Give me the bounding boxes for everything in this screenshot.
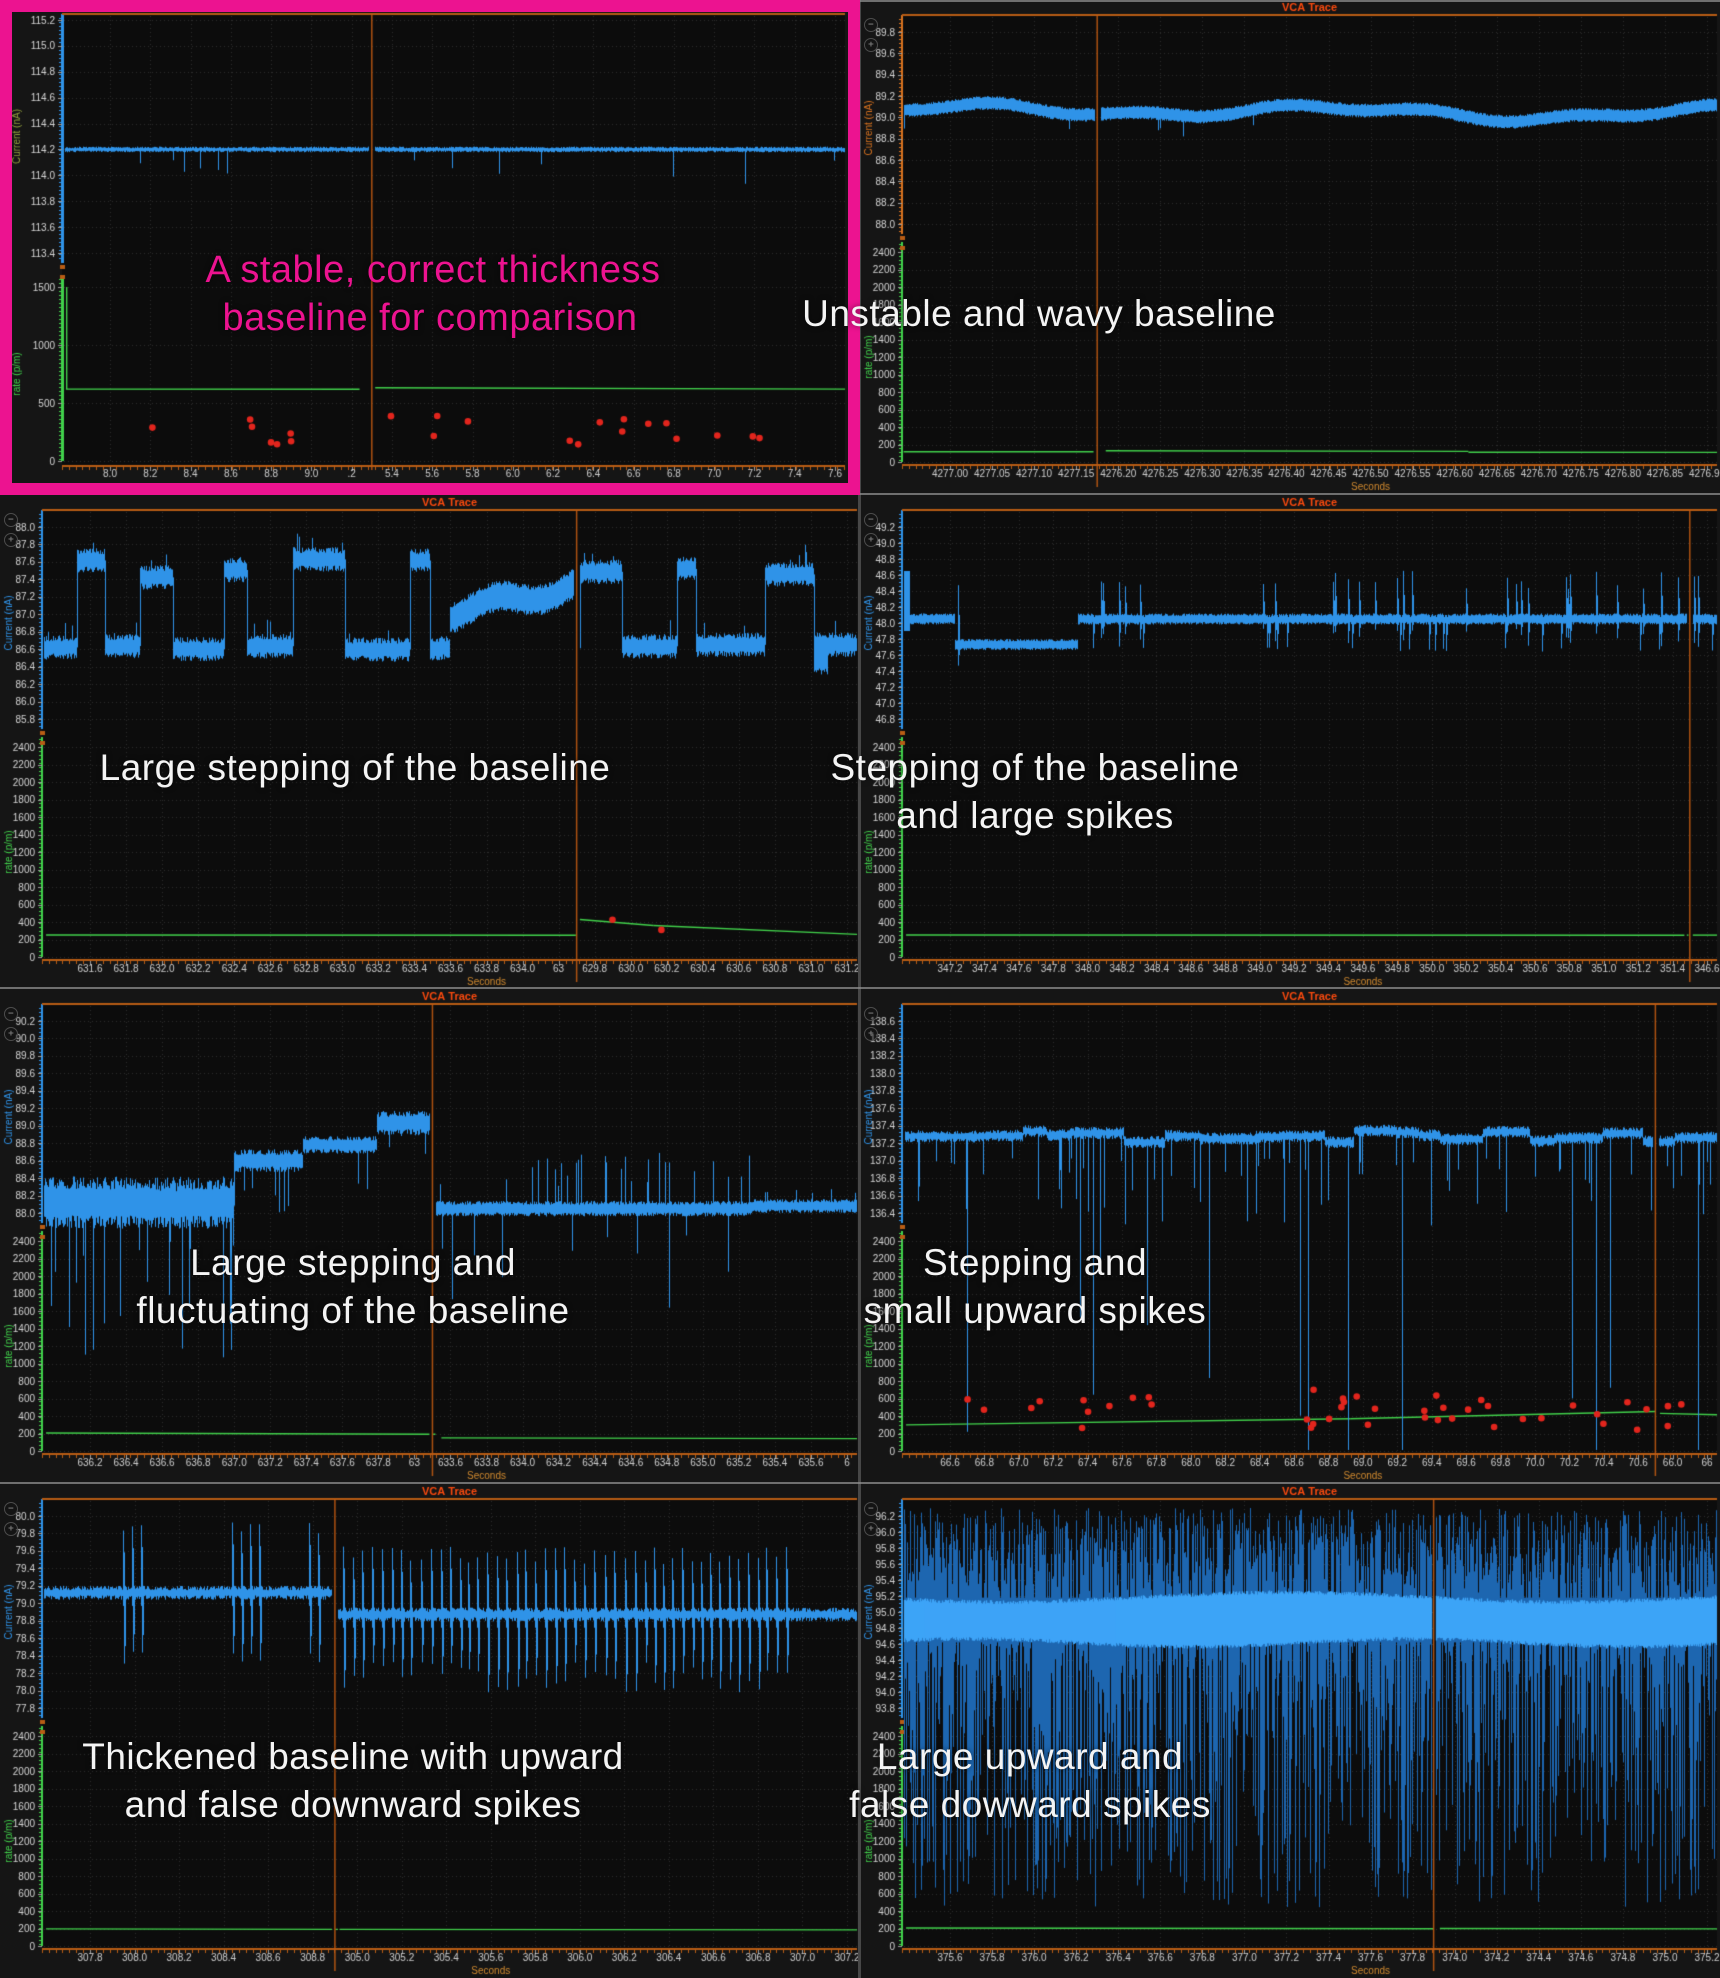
large-upward-false-downward-chart: [860, 1483, 1720, 1978]
stepping-large-spikes-chart: [860, 494, 1720, 989]
panel-large-stepping: − +: [0, 494, 860, 989]
small-upward-spikes-chart: [860, 989, 1720, 1483]
zoom-out-icon[interactable]: −: [864, 1007, 878, 1021]
stable-baseline-chart: [0, 0, 860, 494]
zoom-out-icon[interactable]: −: [4, 1007, 18, 1021]
panel-stable-baseline: [0, 0, 860, 495]
zoom-in-icon[interactable]: +: [864, 1521, 878, 1536]
zoom-out-icon[interactable]: −: [864, 512, 878, 527]
row-separator: [0, 0, 1720, 2]
zoom-out-icon[interactable]: −: [4, 512, 18, 527]
zoom-out-icon[interactable]: −: [4, 1501, 18, 1516]
row-separator: [0, 1482, 1720, 1484]
zoom-out-icon[interactable]: −: [864, 1501, 878, 1516]
zoom-in-icon[interactable]: +: [4, 1521, 18, 1536]
panel-thickened-baseline: − +: [0, 1483, 860, 1978]
zoom-in-icon[interactable]: +: [4, 1027, 18, 1041]
panel-small-upward-spikes: − +: [860, 989, 1720, 1484]
zoom-in-icon[interactable]: +: [4, 532, 18, 547]
zoom-in-icon[interactable]: +: [864, 1027, 878, 1041]
unstable-wavy-chart: [860, 0, 1720, 494]
panel-large-upward-false-downward: − +: [860, 1483, 1720, 1978]
row-separator: [0, 493, 1720, 495]
stepping-fluctuating-chart: [0, 989, 860, 1483]
thickened-baseline-chart: [0, 1483, 860, 1978]
zoom-out-icon[interactable]: −: [864, 18, 878, 32]
zoom-in-icon[interactable]: +: [864, 38, 878, 52]
zoom-in-icon[interactable]: +: [864, 532, 878, 547]
panel-stepping-fluctuating: − +: [0, 989, 860, 1484]
large-stepping-chart: [0, 494, 860, 989]
column-separator: [858, 0, 861, 1978]
row-separator: [0, 987, 1720, 989]
panel-stepping-large-spikes: − +: [860, 494, 1720, 989]
panel-unstable-wavy: − +: [860, 0, 1720, 495]
